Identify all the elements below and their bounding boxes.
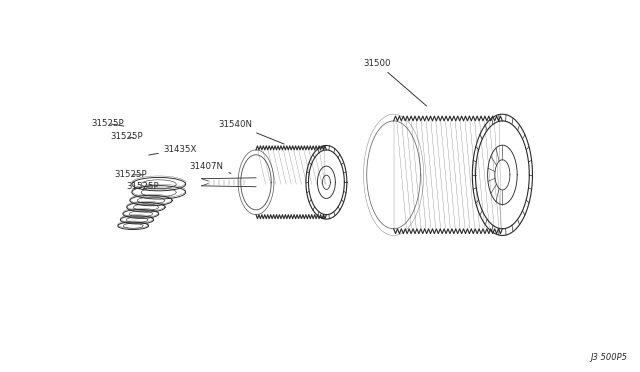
Text: 31525P: 31525P <box>127 182 159 191</box>
Text: J3 500P5: J3 500P5 <box>590 353 627 362</box>
Text: 31435X: 31435X <box>148 145 197 155</box>
Text: 31525P: 31525P <box>110 132 143 141</box>
Text: 31525P: 31525P <box>92 119 124 128</box>
Text: 31525P: 31525P <box>114 170 147 179</box>
Text: 31500: 31500 <box>364 59 427 106</box>
Text: 31540N: 31540N <box>219 120 284 144</box>
Text: 31407N: 31407N <box>189 162 231 173</box>
